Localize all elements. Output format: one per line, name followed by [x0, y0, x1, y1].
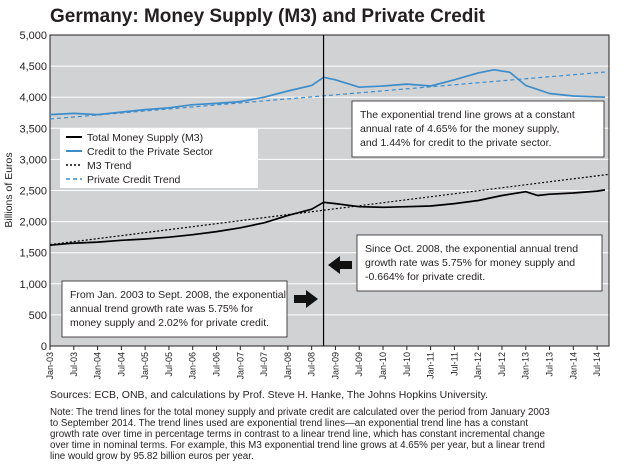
- right-arrow-icon: [294, 290, 318, 308]
- x-tick-label: Jul-09: [354, 352, 364, 377]
- legend-label: Total Money Supply (M3): [87, 132, 203, 144]
- x-tick-label: Jan-06: [188, 352, 198, 380]
- annotation-text: Since Oct. 2008, the exponential annual …: [365, 243, 578, 255]
- x-tick-label: Jul-11: [449, 352, 459, 376]
- y-tick-label: 5,000: [19, 30, 47, 42]
- plot-border: [49, 34, 610, 347]
- x-tick-label: Jul-14: [592, 352, 602, 377]
- series-line-0: [49, 189, 606, 247]
- x-tick-label: Jul-04: [116, 352, 126, 377]
- x-tick-label: Jul-08: [307, 352, 317, 377]
- y-tick-label: 4,500: [19, 61, 47, 73]
- x-tick-label: Jan-14: [568, 352, 578, 380]
- x-tick-label: Jul-10: [402, 352, 412, 377]
- y-axis-label: Billions of Euros: [3, 152, 15, 227]
- x-tick-label: Jan-03: [45, 352, 55, 380]
- note-line: growth rate over time in percentage term…: [50, 429, 546, 440]
- left-arrow-icon: [328, 256, 352, 274]
- annotation-text: annual rate of 4.65% for the money suppl…: [360, 123, 559, 135]
- x-tick-label: Jan-10: [378, 352, 388, 380]
- y-tick-label: 500: [29, 310, 47, 322]
- x-tick-label: Jan-08: [283, 352, 293, 380]
- x-axis: Jan-03 Jul-03 Jan-04 Jul-04 Jan-05 Jul-05 Jan-…: [45, 346, 602, 380]
- y-tick-label: 3,000: [19, 154, 47, 166]
- y-tick-label: 0: [41, 341, 47, 353]
- note-line: to September 2014. The trend lines used …: [50, 418, 529, 429]
- annotation-text: money supply and 2.02% for private credi…: [70, 317, 269, 329]
- x-tick-label: Jan-04: [93, 352, 103, 380]
- x-tick-label: Jan-11: [426, 352, 436, 379]
- x-tick-label: Jan-07: [235, 352, 245, 380]
- y-axis: 0 500 1,000 1,500 2,000 2,500 3,000 3,500 4,000 4…: [19, 30, 47, 353]
- series: [49, 68, 610, 247]
- legend-label: M3 Trend: [87, 160, 132, 172]
- x-tick-label: Jul-13: [545, 352, 555, 377]
- series-line-3: [49, 71, 610, 120]
- x-tick-label: Jan-13: [521, 352, 531, 380]
- legend-box: [60, 128, 258, 188]
- x-tick-label: Jan-09: [330, 352, 340, 380]
- x-tick-label: Jul-12: [497, 352, 507, 377]
- note-line: over time in nominal terms. For example,…: [50, 440, 545, 451]
- x-tick-label: Jan-05: [140, 352, 150, 380]
- annotation-text: The exponential trend line grows at a co…: [360, 109, 575, 121]
- chart: Germany: Money Supply (M3) and Private C…: [3, 6, 610, 380]
- x-tick-label: Jan-12: [473, 352, 483, 380]
- annotation-box: [61, 280, 288, 338]
- series-line-1: [49, 68, 606, 116]
- annotation-box: [356, 234, 603, 292]
- note-text: Note: The trend lines for the total mone…: [50, 407, 616, 462]
- annotations: The exponential trend line grows at a co…: [61, 100, 605, 338]
- y-tick-label: 4,000: [19, 92, 47, 104]
- sources-text: Sources: ECB, ONB, and calculations by P…: [50, 389, 488, 401]
- series-line-2: [49, 173, 610, 246]
- x-tick-label: Jul-03: [69, 352, 79, 377]
- note-line: line would grow by 95.82 billion euros p…: [50, 451, 254, 462]
- x-tick-label: Jul-06: [212, 352, 222, 377]
- legend: Total Money Supply (M3) Credit to the Pri…: [60, 128, 258, 188]
- x-tick-label: Jul-05: [164, 352, 174, 377]
- y-tick-label: 2,500: [19, 186, 47, 198]
- legend-label: Credit to the Private Sector: [87, 146, 214, 158]
- annotation-text: From Jan. 2003 to Sept. 2008, the expone…: [70, 289, 286, 301]
- chart-title: Germany: Money Supply (M3) and Private C…: [50, 6, 486, 27]
- y-tick-label: 2,000: [19, 217, 47, 229]
- annotation-box: [351, 100, 605, 158]
- legend-label: Private Credit Trend: [87, 174, 181, 186]
- annotation-text: annual trend growth rate was 5.75% for: [70, 303, 254, 315]
- annotation-text: -0.664% for private credit.: [365, 271, 485, 283]
- y-tick-label: 1,500: [19, 248, 47, 260]
- annotation-text: and 1.44% for credit to the private sect…: [360, 137, 551, 149]
- x-tick-label: Jul-07: [259, 352, 269, 377]
- note-line: Note: The trend lines for the total mone…: [50, 407, 550, 418]
- annotation-text: growth rate was 5.75% for money supply a…: [365, 257, 575, 269]
- y-tick-label: 1,000: [19, 279, 47, 291]
- y-tick-label: 3,500: [19, 123, 47, 135]
